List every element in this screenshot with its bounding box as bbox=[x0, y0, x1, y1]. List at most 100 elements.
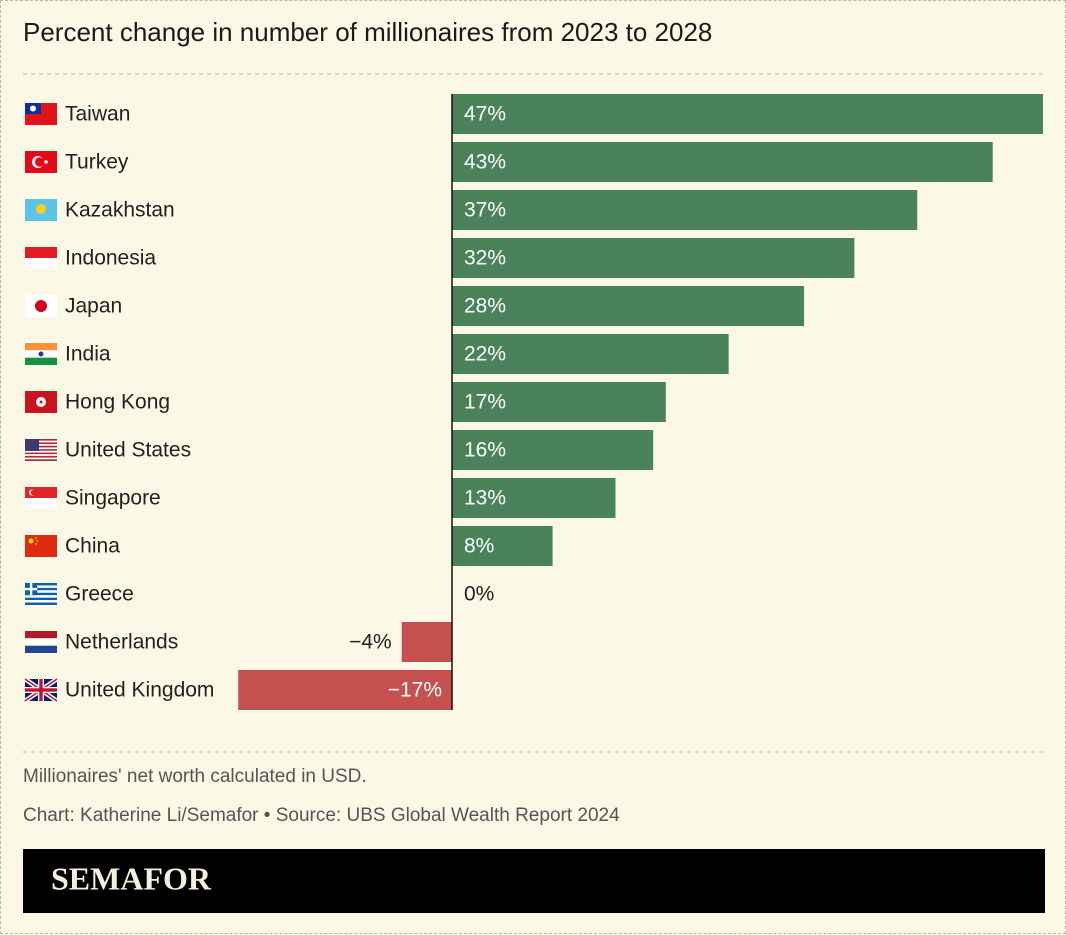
y-tick-label: Greece bbox=[65, 583, 134, 606]
value-label: 28% bbox=[464, 295, 506, 318]
flag-part bbox=[29, 583, 33, 596]
value-label: −17% bbox=[388, 679, 442, 702]
flag bbox=[25, 583, 57, 605]
flag-part bbox=[25, 487, 57, 498]
flag bbox=[25, 535, 57, 557]
flag bbox=[25, 439, 57, 461]
flag-part bbox=[25, 535, 57, 557]
flag-part bbox=[25, 439, 39, 451]
y-tick-label: Singapore bbox=[65, 487, 161, 510]
flag-part bbox=[35, 157, 45, 167]
bar bbox=[238, 670, 452, 710]
note: Millionaires' net worth calculated in US… bbox=[23, 766, 367, 787]
brand: SEMAFOR bbox=[51, 860, 212, 896]
flag-part bbox=[25, 247, 57, 258]
flag-part bbox=[25, 602, 57, 605]
bar bbox=[452, 334, 729, 374]
bar bbox=[452, 478, 616, 518]
footer-bar bbox=[23, 849, 1045, 913]
flag bbox=[25, 295, 57, 317]
flag-part bbox=[25, 455, 57, 458]
source: Chart: Katherine Li/Semafor • Source: UB… bbox=[23, 805, 620, 826]
flag-part bbox=[25, 450, 57, 453]
flag bbox=[25, 247, 57, 269]
flag-part bbox=[36, 204, 46, 214]
y-tick-label: Taiwan bbox=[65, 103, 130, 126]
flag-part bbox=[25, 645, 57, 653]
flag-part bbox=[25, 638, 57, 646]
flag-part bbox=[25, 585, 57, 588]
value-label: −4% bbox=[349, 631, 392, 654]
flag-part bbox=[35, 300, 47, 312]
flag-part bbox=[25, 440, 57, 443]
flag-part bbox=[38, 351, 44, 357]
bar bbox=[452, 190, 918, 230]
flag-part bbox=[25, 631, 57, 639]
flag-part bbox=[25, 587, 57, 591]
flag-part bbox=[25, 258, 57, 269]
flag-part bbox=[35, 543, 37, 545]
flag-part bbox=[25, 447, 57, 450]
y-tick-label: India bbox=[65, 343, 111, 366]
flag-part bbox=[25, 597, 57, 601]
flag-part bbox=[25, 595, 57, 598]
bar bbox=[452, 382, 666, 422]
value-label: 16% bbox=[464, 439, 506, 462]
flag bbox=[25, 343, 57, 365]
bar bbox=[401, 622, 452, 662]
flag bbox=[25, 631, 57, 653]
flag-part bbox=[25, 600, 57, 603]
bar bbox=[452, 526, 553, 566]
flag-part bbox=[25, 688, 57, 692]
flag-part bbox=[25, 498, 57, 509]
value-label: 17% bbox=[464, 391, 506, 414]
y-tick-label: Japan bbox=[65, 295, 122, 318]
chart-title: Percent change in number of millionaires… bbox=[23, 17, 712, 47]
value-label: 47% bbox=[464, 103, 506, 126]
bar bbox=[452, 430, 654, 470]
flag-part bbox=[25, 357, 57, 365]
bar bbox=[452, 94, 1043, 134]
value-label: 13% bbox=[464, 487, 506, 510]
flag-part bbox=[30, 489, 36, 496]
flag bbox=[25, 487, 57, 509]
flag-part bbox=[25, 452, 57, 455]
y-tick-label: Turkey bbox=[65, 151, 129, 174]
y-tick-label: China bbox=[65, 535, 120, 558]
value-label: 32% bbox=[464, 247, 506, 270]
y-tick-label: Netherlands bbox=[65, 631, 178, 654]
flag-part bbox=[25, 459, 57, 461]
flag-part bbox=[25, 454, 57, 456]
flag-part bbox=[25, 449, 57, 451]
flag bbox=[25, 103, 57, 125]
flag-part bbox=[25, 592, 57, 596]
flag-part bbox=[25, 457, 57, 460]
y-tick-label: United Kingdom bbox=[65, 679, 214, 702]
flag-part bbox=[25, 442, 57, 445]
flag-part bbox=[25, 343, 57, 351]
value-label: 43% bbox=[464, 151, 506, 174]
y-tick-label: United States bbox=[65, 439, 191, 462]
flag-part bbox=[30, 105, 36, 112]
flag bbox=[25, 199, 57, 221]
flag bbox=[23, 677, 59, 703]
flag-part bbox=[25, 590, 57, 593]
flag bbox=[25, 391, 57, 413]
value-label: 22% bbox=[464, 343, 506, 366]
flag-part bbox=[25, 583, 57, 586]
flag bbox=[25, 151, 57, 173]
y-tick-label: Kazakhstan bbox=[65, 199, 175, 222]
bar bbox=[452, 142, 993, 182]
flag-part bbox=[35, 537, 37, 539]
flag-part bbox=[25, 439, 57, 441]
value-label: 37% bbox=[464, 199, 506, 222]
flag-part bbox=[39, 400, 43, 404]
bar bbox=[452, 238, 855, 278]
value-label: 8% bbox=[464, 535, 494, 558]
flag-part bbox=[25, 445, 57, 448]
bar bbox=[452, 286, 805, 326]
flag-part bbox=[28, 538, 34, 544]
value-label: 0% bbox=[464, 583, 494, 606]
